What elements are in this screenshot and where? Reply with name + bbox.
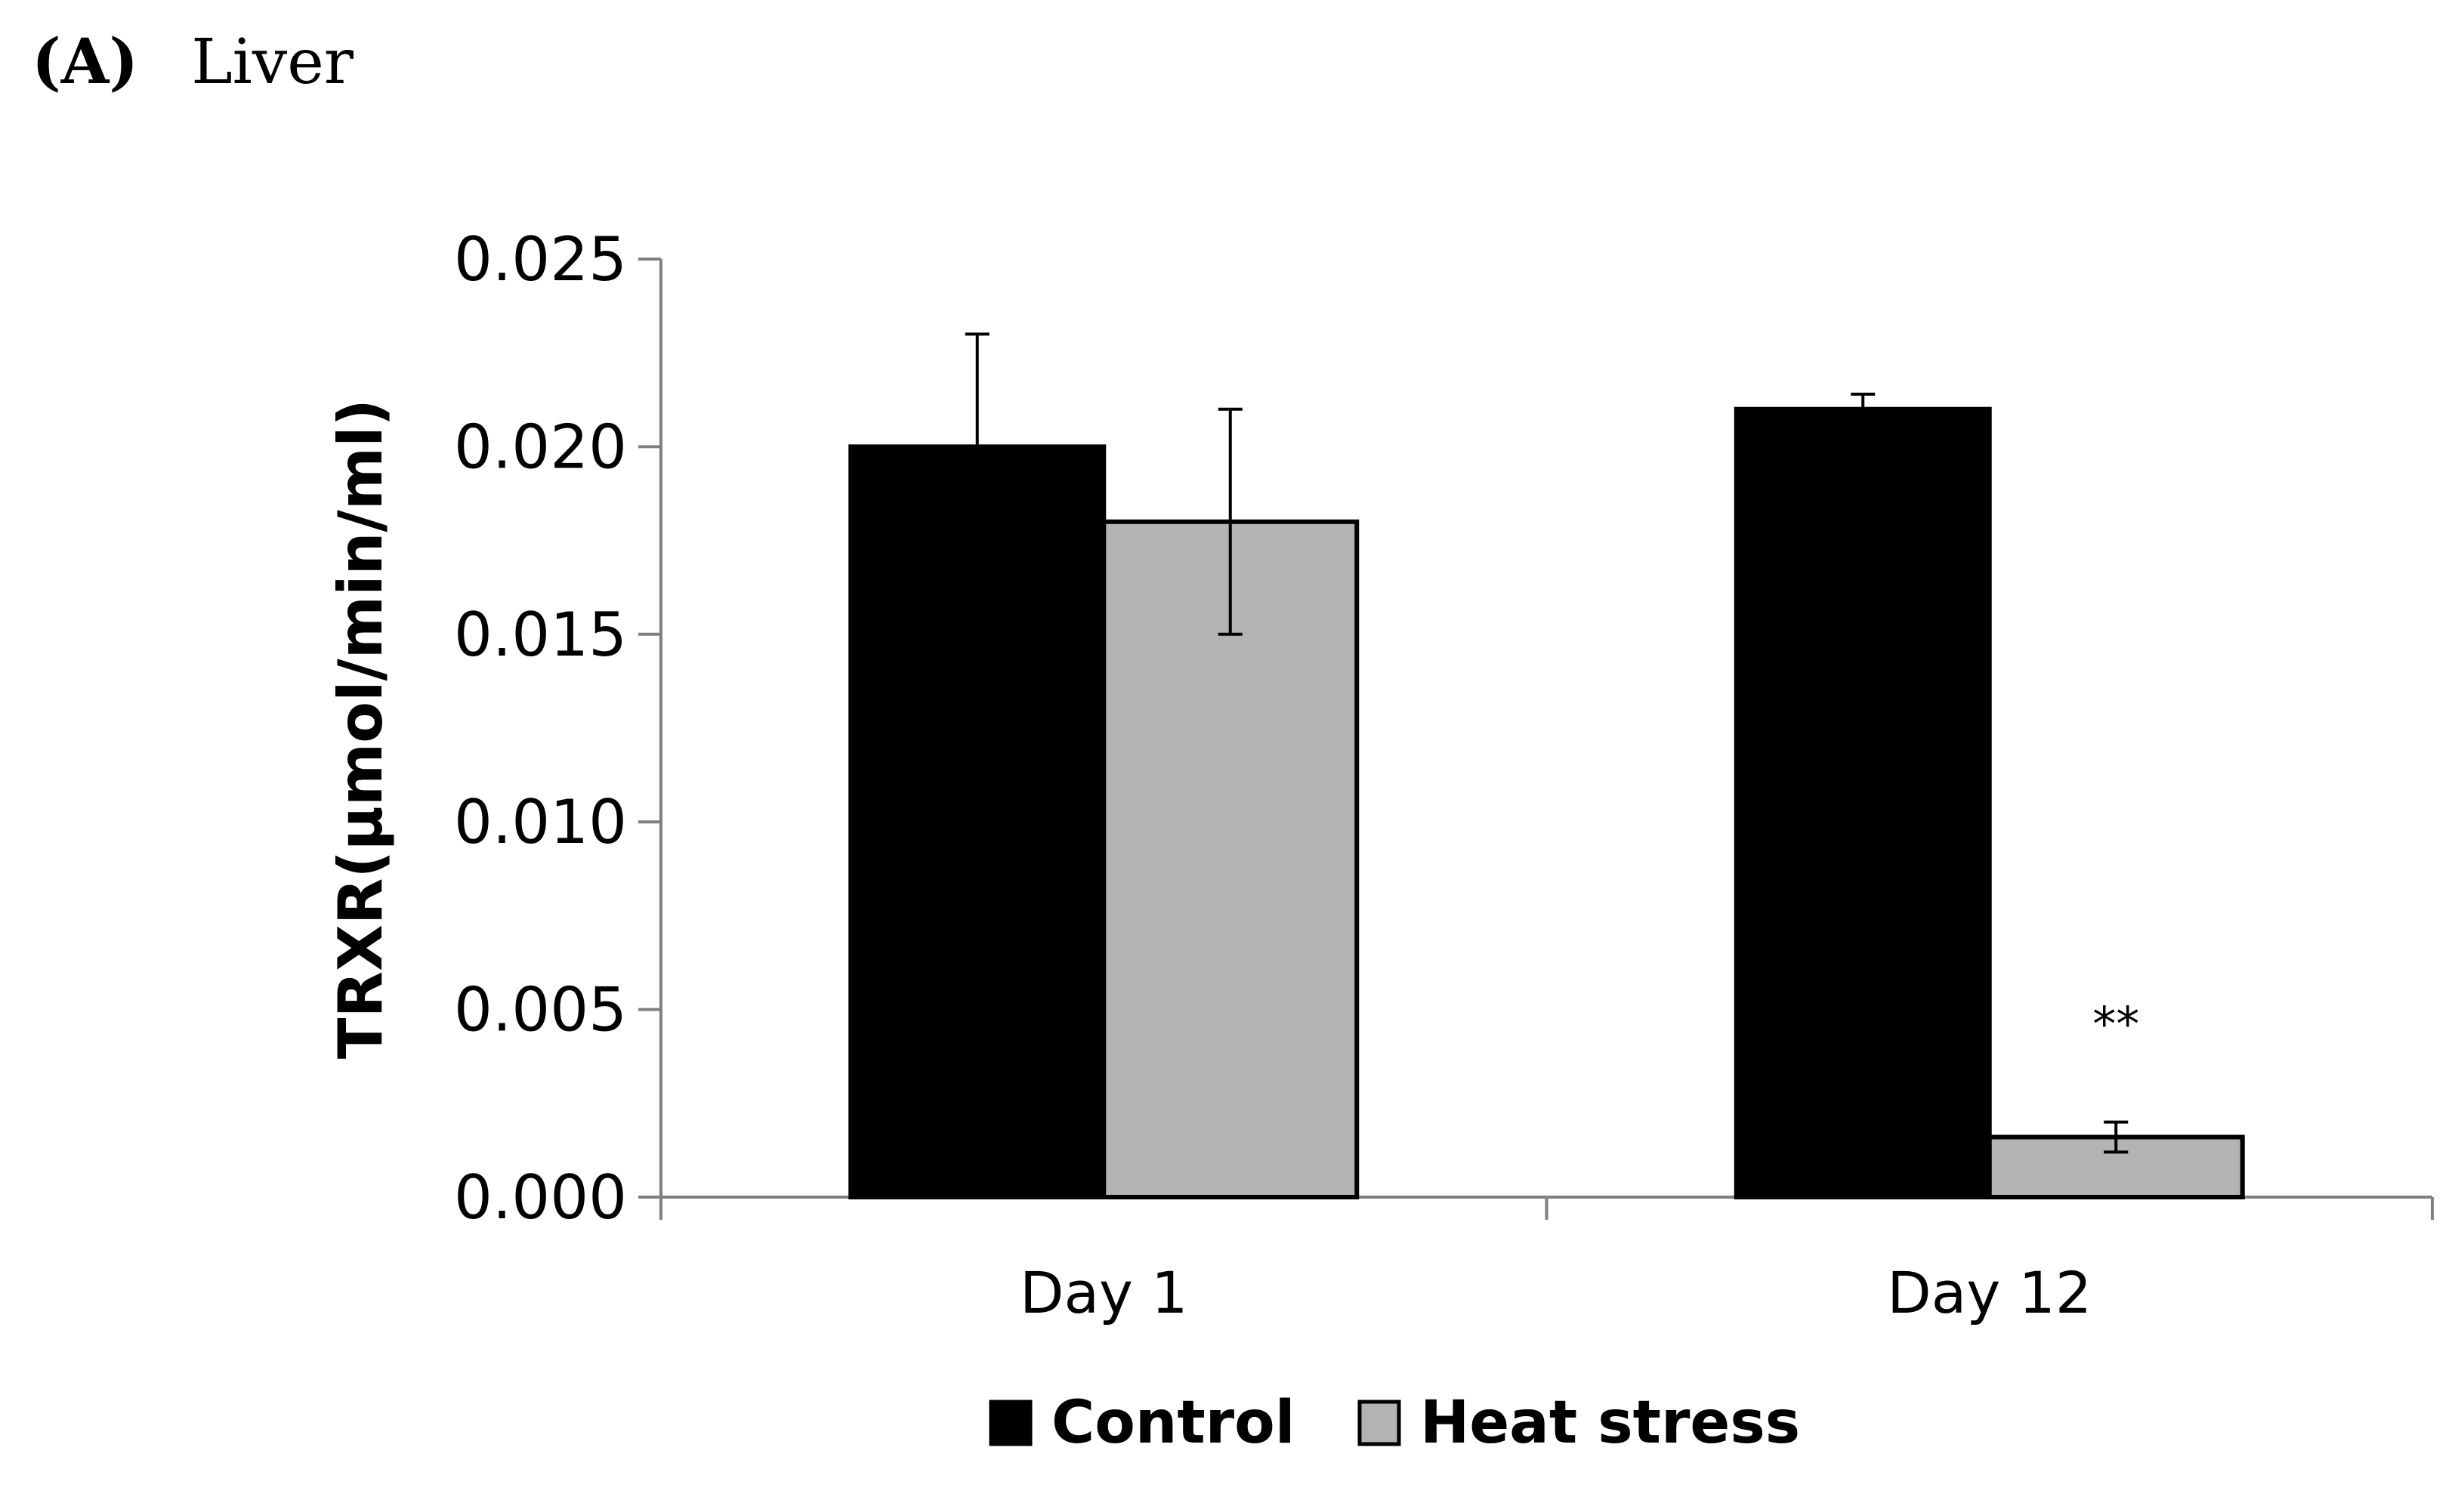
legend-label-heat-stress: Heat stress — [1420, 1389, 1800, 1457]
bar-control-day-1 — [848, 444, 1107, 1199]
y-tick-label: 0.000 — [454, 1162, 627, 1233]
panel-label: (A) Liver — [32, 26, 354, 98]
x-category-label: Day 1 — [1020, 1259, 1188, 1326]
bar-heat-stress-day-12 — [1987, 1134, 2245, 1199]
y-tick-label: 0.025 — [454, 224, 627, 295]
y-axis-title: TRXR(μmol/min/ml) — [326, 399, 396, 1059]
panel-title: Liver — [191, 26, 354, 98]
significance-label: ** — [2092, 997, 2139, 1052]
y-tick-label: 0.015 — [454, 600, 627, 670]
y-tick-label: 0.010 — [454, 787, 627, 857]
y-tick-label: 0.005 — [454, 975, 627, 1045]
x-category-label: Day 12 — [1887, 1259, 2092, 1326]
legend-label-control: Control — [1051, 1389, 1295, 1457]
bar-control-day-12 — [1734, 406, 1992, 1199]
y-tick-label: 0.020 — [454, 412, 627, 482]
legend-swatch-heat-stress — [1357, 1400, 1401, 1446]
legend-swatch-control — [989, 1400, 1033, 1446]
panel-letter: (A) — [32, 26, 139, 98]
